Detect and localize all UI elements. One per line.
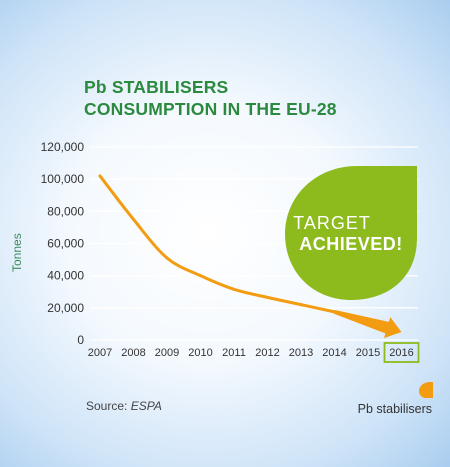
data-point bbox=[266, 295, 269, 299]
source-note: Source: ESPA bbox=[86, 399, 162, 413]
x-tick-label: 2014 bbox=[322, 347, 346, 359]
y-tick-label: 0 bbox=[77, 333, 84, 347]
data-point bbox=[299, 303, 303, 307]
source-name: ESPA bbox=[130, 399, 162, 413]
x-tick-label: 2011 bbox=[222, 347, 246, 359]
target-callout-shape bbox=[285, 166, 417, 300]
y-tick-label: 40,000 bbox=[47, 269, 84, 283]
chart-title: Pb STABILISERS CONSUMPTION IN THE EU-28 bbox=[84, 76, 337, 120]
y-tick-label: 80,000 bbox=[47, 204, 84, 218]
chart-title-line-1: Pb STABILISERS bbox=[84, 77, 229, 97]
highlighted-year-box bbox=[383, 342, 420, 363]
legend-swatch bbox=[419, 382, 433, 398]
data-point bbox=[232, 287, 236, 291]
callout-line-1: TARGET bbox=[293, 213, 371, 233]
chart-title-line-2: CONSUMPTION IN THE EU-28 bbox=[84, 99, 337, 119]
x-tick-label: 2016 bbox=[389, 347, 413, 359]
callout-line-2: ACHIEVED! bbox=[299, 234, 403, 254]
x-tick-label: 2008 bbox=[121, 347, 145, 359]
data-point bbox=[98, 174, 102, 178]
source-prefix: Source: bbox=[86, 399, 128, 413]
series-line-pb-stabilisers bbox=[98, 174, 336, 314]
x-tick-label: 2009 bbox=[155, 347, 179, 359]
x-tick-label: 2007 bbox=[88, 347, 112, 359]
x-tick-label: 2015 bbox=[356, 347, 380, 359]
y-tick-label: 100,000 bbox=[41, 172, 85, 186]
y-tick-label: 20,000 bbox=[47, 301, 84, 315]
data-point bbox=[165, 256, 169, 260]
y-tick-label: 60,000 bbox=[47, 237, 84, 251]
x-tick-label: 2012 bbox=[255, 347, 279, 359]
target-arrow bbox=[333, 309, 402, 339]
x-tick-label: 2013 bbox=[289, 347, 313, 359]
data-point bbox=[199, 274, 202, 278]
y-tick-label: 120,000 bbox=[41, 140, 85, 154]
data-point bbox=[132, 217, 135, 221]
x-tick-label: 2010 bbox=[188, 347, 212, 359]
legend-label: Pb stabilisers bbox=[357, 402, 432, 416]
